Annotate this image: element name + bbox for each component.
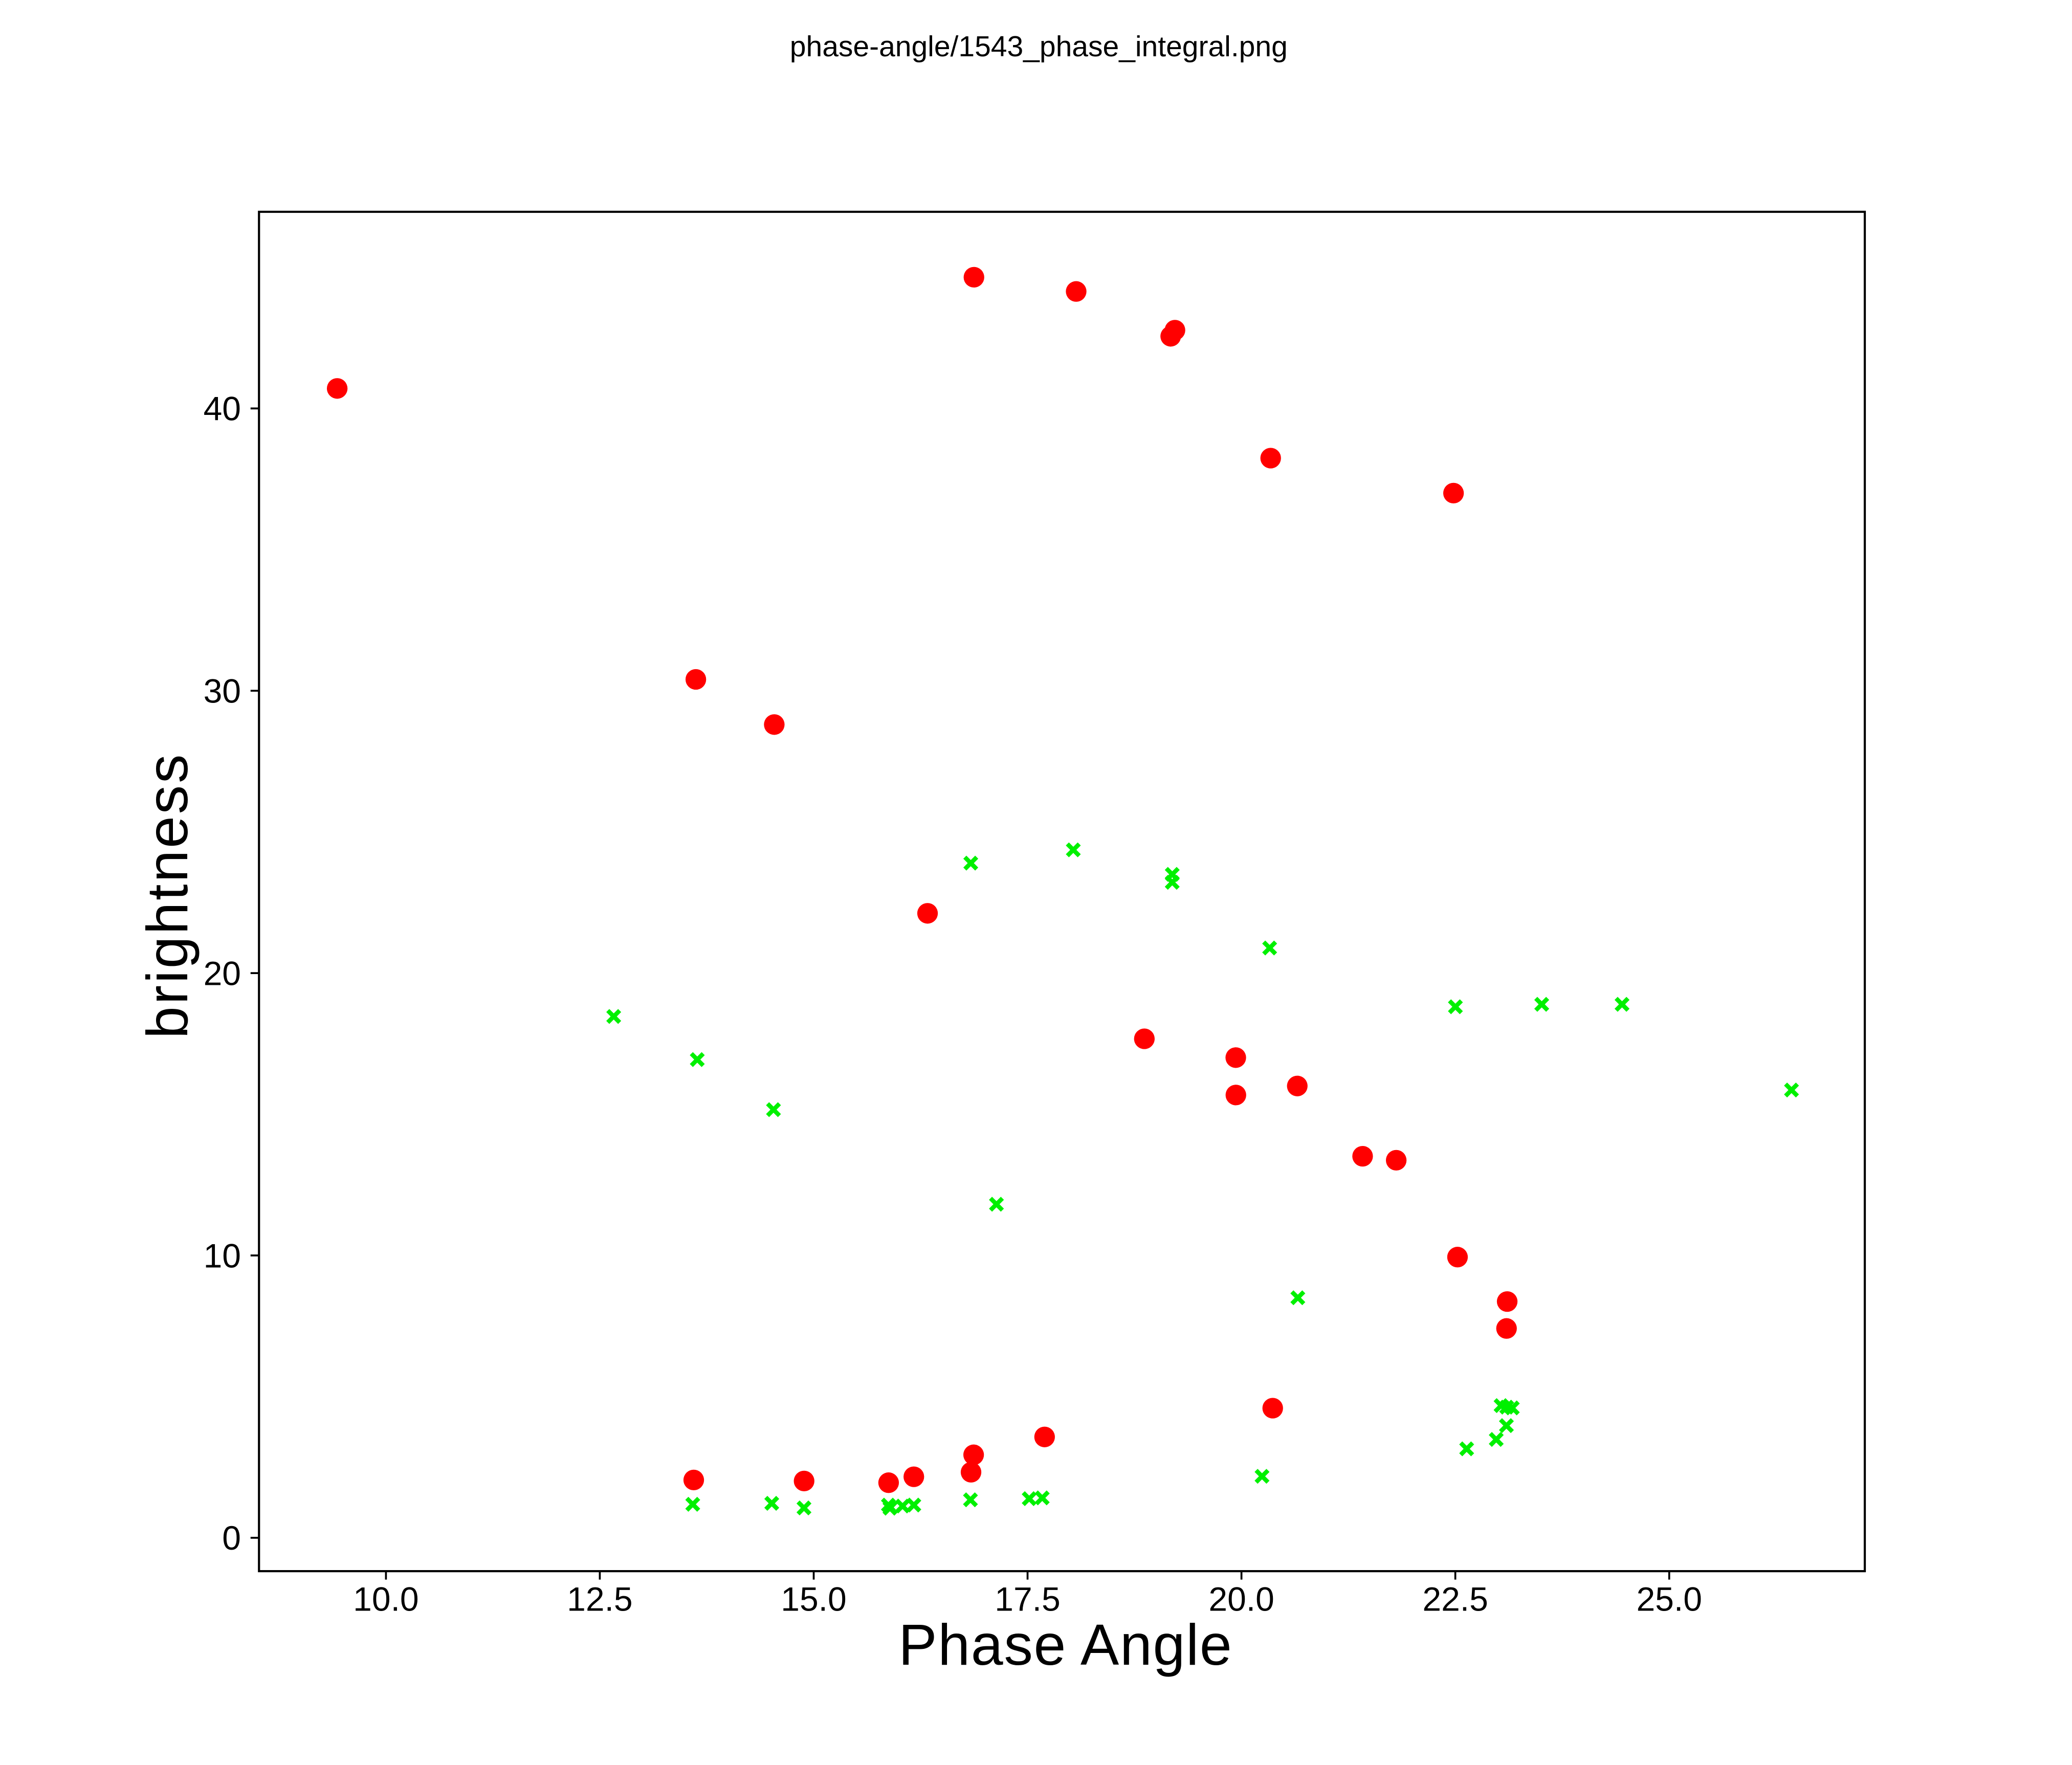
svg-text:12.5: 12.5	[567, 1580, 632, 1618]
svg-text:25.0: 25.0	[1636, 1580, 1702, 1618]
svg-text:17.5: 17.5	[995, 1580, 1060, 1618]
svg-text:phase-angle/1543_phase_integra: phase-angle/1543_phase_integral.png	[790, 30, 1288, 63]
svg-text:10: 10	[204, 1237, 241, 1274]
svg-text:20: 20	[204, 954, 241, 992]
svg-text:20.0: 20.0	[1208, 1580, 1274, 1618]
svg-text:30: 30	[204, 672, 241, 710]
svg-text:Phase Angle: Phase Angle	[898, 1613, 1232, 1677]
svg-text:0: 0	[222, 1519, 241, 1557]
svg-text:40: 40	[204, 390, 241, 428]
svg-text:15.0: 15.0	[781, 1580, 846, 1618]
svg-text:22.5: 22.5	[1422, 1580, 1488, 1618]
svg-text:brightness: brightness	[135, 753, 200, 1039]
svg-text:10.0: 10.0	[353, 1580, 418, 1618]
